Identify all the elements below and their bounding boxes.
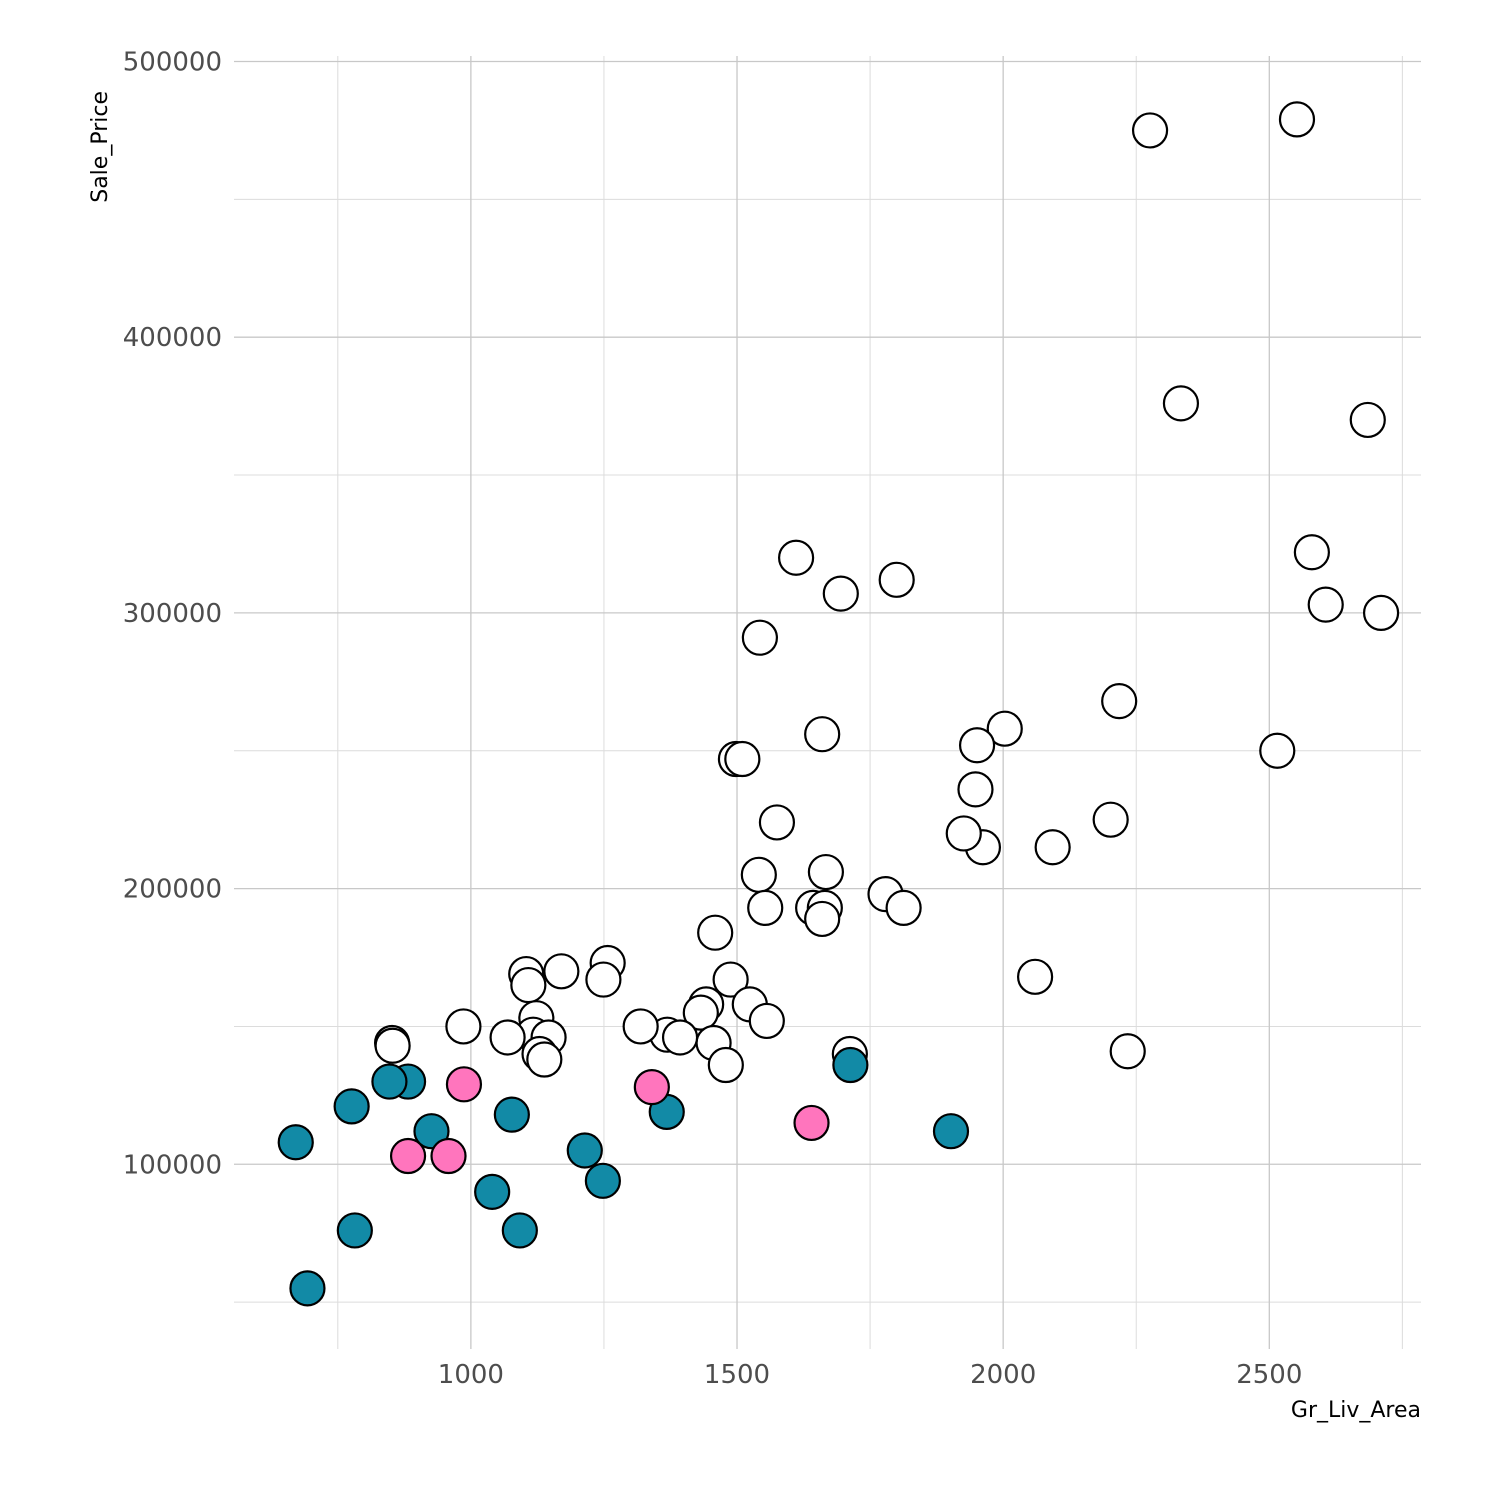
data-point-open bbox=[1092, 801, 1129, 838]
data-point-open bbox=[724, 740, 761, 778]
data-point-open bbox=[1349, 401, 1386, 439]
data-point-open bbox=[804, 900, 841, 938]
y-tick-label: 100000 bbox=[123, 1150, 222, 1180]
data-point-open bbox=[758, 804, 796, 841]
y-axis-title: Sale_Price bbox=[88, 91, 113, 203]
data-point-open bbox=[1162, 385, 1200, 422]
data-point-pink bbox=[793, 1104, 830, 1142]
data-point-open bbox=[543, 953, 580, 990]
major-gridlines bbox=[234, 56, 1421, 1349]
data-point-open bbox=[1131, 112, 1169, 149]
data-point-open bbox=[1101, 683, 1138, 720]
data-point-open bbox=[748, 1002, 785, 1040]
y-tick-label: 200000 bbox=[123, 875, 222, 905]
data-point-pink bbox=[430, 1137, 467, 1175]
data-point-open bbox=[374, 1027, 411, 1064]
data-point-open bbox=[585, 961, 622, 998]
data-point-open bbox=[878, 561, 915, 598]
x-tick-label: 2500 bbox=[1236, 1360, 1302, 1390]
data-point-open bbox=[526, 1041, 563, 1078]
data-point-open bbox=[958, 727, 996, 764]
data-point-open bbox=[1278, 101, 1316, 138]
data-point-open bbox=[1034, 829, 1071, 866]
x-tick-label: 1000 bbox=[438, 1360, 504, 1390]
data-point-open bbox=[957, 771, 994, 808]
data-point-teal bbox=[336, 1212, 373, 1249]
data-point-open bbox=[1109, 1033, 1146, 1070]
data-point-teal bbox=[832, 1046, 869, 1084]
data-point-open bbox=[822, 575, 859, 612]
data-point-teal bbox=[501, 1212, 538, 1249]
y-axis-tick-labels: 100000 200000 300000 400000 500000 bbox=[123, 48, 222, 1181]
data-point-open bbox=[945, 815, 982, 852]
data-point-open bbox=[661, 1019, 699, 1056]
data-point-open bbox=[986, 710, 1023, 747]
data-point-teal bbox=[932, 1113, 970, 1150]
y-tick-label: 400000 bbox=[123, 323, 222, 353]
data-point-teal bbox=[277, 1124, 314, 1161]
data-point-open bbox=[622, 1008, 659, 1045]
data-point-teal bbox=[566, 1132, 603, 1169]
data-point-teal bbox=[413, 1113, 450, 1150]
x-axis-title: Gr_Liv_Area bbox=[1291, 1398, 1421, 1423]
x-tick-label: 2000 bbox=[970, 1360, 1036, 1390]
data-points bbox=[277, 101, 1400, 1307]
data-point-open bbox=[1307, 586, 1344, 623]
data-point-open bbox=[807, 853, 845, 891]
data-point-pink bbox=[389, 1137, 427, 1175]
data-point-open bbox=[1362, 594, 1400, 631]
data-point-teal bbox=[371, 1063, 408, 1100]
data-point-open bbox=[741, 619, 778, 656]
data-point-teal bbox=[474, 1173, 511, 1210]
x-tick-label: 1500 bbox=[704, 1360, 770, 1390]
data-point-open bbox=[885, 889, 922, 926]
data-point-teal bbox=[333, 1088, 370, 1125]
data-point-open bbox=[804, 716, 841, 753]
data-point-open bbox=[1016, 958, 1054, 995]
data-point-open bbox=[489, 1019, 526, 1056]
data-point-open bbox=[777, 539, 815, 576]
data-point-open bbox=[740, 856, 777, 893]
data-point-teal bbox=[493, 1096, 530, 1133]
data-point-pink bbox=[445, 1066, 483, 1103]
data-point-open bbox=[707, 1046, 744, 1084]
minor-gridlines bbox=[234, 56, 1421, 1349]
data-point-teal bbox=[584, 1162, 621, 1199]
data-point-teal bbox=[289, 1270, 326, 1307]
data-point-open bbox=[697, 914, 734, 951]
data-point-pink bbox=[633, 1068, 670, 1106]
data-point-open bbox=[445, 1008, 482, 1045]
data-point-open bbox=[747, 889, 784, 926]
data-point-open bbox=[1259, 732, 1296, 769]
data-point-open bbox=[712, 961, 749, 998]
data-point-open bbox=[682, 994, 719, 1031]
y-tick-label: 500000 bbox=[123, 48, 222, 78]
y-tick-label: 300000 bbox=[123, 599, 222, 629]
data-point-open bbox=[510, 966, 547, 1004]
data-point-open bbox=[1293, 534, 1330, 571]
x-axis-tick-labels: 1000 1500 2000 2500 bbox=[438, 1360, 1303, 1390]
